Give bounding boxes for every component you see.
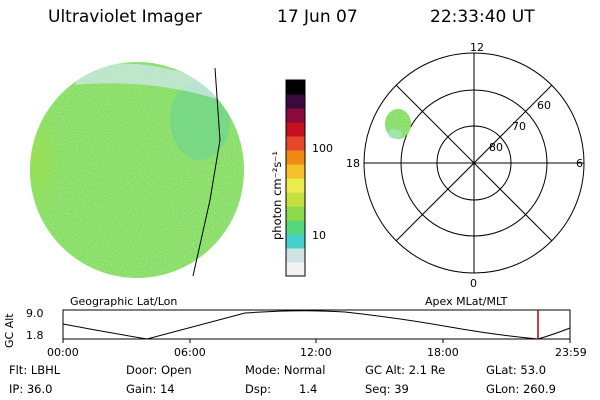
altitude-ylabel: GC Alt [3,313,16,348]
colorbar-segment [286,136,305,151]
polar-diagonal-2 [395,84,553,242]
earth-disk-image [30,62,244,278]
dsp-label: Dsp: [245,382,272,396]
colorbar-segment [286,220,305,235]
color-bar [285,79,306,277]
date-label: 17 Jun 07 [277,7,358,27]
auroral-blob [385,109,411,139]
colorbar-units-label: photon cm⁻²s⁻¹ [270,151,284,240]
colorbar-segment [286,206,305,221]
mlat-label-80: 80 [489,141,503,154]
xtick-2359: 23:59 [555,346,587,359]
xtick-0000: 00:00 [47,346,79,359]
ip-info: IP: 36.0 [9,382,53,396]
colorbar-segment [286,108,305,123]
altitude-ymin: 1.8 [26,329,44,342]
mlat-label-60: 60 [537,99,551,112]
colorbar-segment [286,192,305,207]
mlt-label-12: 12 [470,41,484,54]
terminator-line [192,67,221,277]
colorbar-segment [286,164,305,179]
polar-plot [363,52,585,274]
colorbar-tick-100: 100 [312,142,333,155]
mode-info: Mode: Normal [245,363,326,377]
colorbar-tick-10: 10 [312,229,326,242]
time-label: 22:33:40 UT [430,7,535,27]
colorbar-segment [286,80,305,95]
altitude-curve [62,310,571,340]
colorbar-segment [286,234,305,249]
dsp-value: 1.4 [299,382,318,396]
altitude-plot-frame [62,309,571,340]
colorbar-segment [286,94,305,109]
xtick-0600: 06:00 [174,346,206,359]
xtick-1200: 12:00 [300,346,332,359]
glat-info: GLat: 53.0 [486,363,547,377]
xtick-1800: 18:00 [427,346,459,359]
colorbar-segment [286,178,305,193]
apex-label: Apex MLat/MLT [425,295,508,308]
seq-info: Seq: 39 [365,382,409,396]
colorbar-segment [286,150,305,165]
glon-info: GLon: 260.9 [486,382,556,396]
colorbar-frame [285,79,306,277]
door-info: Door: Open [126,363,192,377]
instrument-title: Ultraviolet Imager [48,7,202,27]
mlt-label-18: 18 [346,157,360,170]
altitude-ymax: 9.0 [26,307,44,320]
colorbar-segment [286,122,305,137]
mlt-label-6: 6 [576,157,583,170]
altitude-plot [62,309,571,343]
colorbar-segment [286,248,305,263]
geographic-label: Geographic Lat/Lon [70,295,178,308]
gc-alt-info: GC Alt: 2.1 Re [365,363,446,377]
colorbar-segment [286,262,305,277]
mlat-label-70: 70 [512,120,526,133]
filter-info: Flt: LBHL [9,363,61,377]
gain-info: Gain: 14 [126,382,175,396]
mlt-label-0: 0 [470,277,477,290]
